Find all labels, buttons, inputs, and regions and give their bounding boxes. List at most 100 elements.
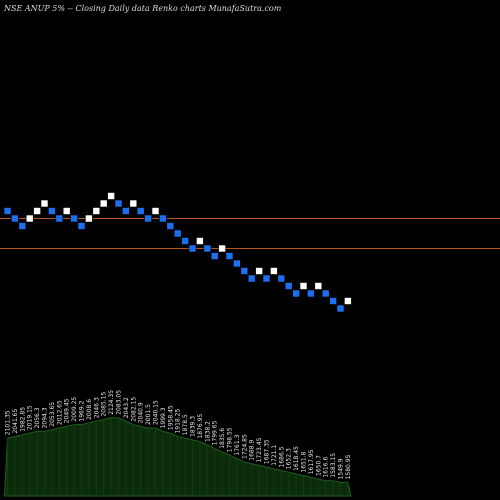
renko-brick-down <box>136 207 145 215</box>
brick-value-label: 2046.3 <box>93 397 100 418</box>
renko-brick-up <box>62 207 71 215</box>
brick-value-label: 2043.2 <box>123 397 130 418</box>
brick-value-label: 1651.8 <box>301 451 308 472</box>
renko-brick-up <box>85 214 93 223</box>
brick-value-label: 1958.45 <box>167 405 174 430</box>
renko-bricks <box>3 192 352 313</box>
renko-brick-down <box>307 289 315 298</box>
brick-value-label: 1650.7 <box>315 455 322 476</box>
brick-value-label: 2049.45 <box>64 398 71 423</box>
renko-brick-down <box>166 222 175 230</box>
renko-brick-down <box>173 229 182 238</box>
renko-brick-down <box>114 199 123 208</box>
renko-brick-up <box>107 192 115 200</box>
brick-value-label: 1798.55 <box>227 427 234 452</box>
brick-value-label: 2094.3 <box>42 407 49 428</box>
brick-value-label: 1721.1 <box>271 445 278 466</box>
renko-brick-up <box>92 207 101 215</box>
renko-brick-down <box>188 244 197 253</box>
renko-brick-down <box>181 237 189 245</box>
brick-value-labels: 2101.35 2041.65 1982.85 2019.15 2056.3 2094.3… <box>5 390 352 480</box>
brick-value-label: 1688.9 <box>249 440 256 461</box>
renko-brick-down <box>77 222 86 230</box>
renko-brick-down <box>336 304 345 313</box>
brick-value-label: 1838.2 <box>204 421 211 442</box>
renko-brick-up <box>151 207 160 215</box>
renko-brick-down <box>144 214 152 223</box>
renko-brick-up <box>270 267 278 275</box>
renko-brick-down <box>233 259 241 268</box>
brick-value-label: 2056.3 <box>34 407 41 428</box>
renko-brick-down <box>225 252 234 260</box>
renko-brick-up <box>255 267 263 275</box>
brick-value-label: 1835.6 <box>219 428 226 449</box>
brick-value-label: 1687.35 <box>264 439 271 464</box>
renko-brick-up <box>40 199 49 208</box>
brick-value-label: 1839.3 <box>190 416 197 437</box>
brick-value-label: 2053.65 <box>49 402 56 427</box>
renko-brick-up <box>196 237 204 245</box>
brick-value-label: 1969.2 <box>79 400 86 421</box>
renko-brick-down <box>321 289 330 298</box>
reference-lines <box>0 218 500 249</box>
renko-brick-down <box>203 244 212 253</box>
chart-header: NSE ANUP 5% -- Closing Daily data Renko … <box>3 4 282 13</box>
renko-brick-up <box>33 207 41 215</box>
brick-value-label: 1583.15 <box>330 453 337 478</box>
renko-brick-down <box>240 267 249 275</box>
brick-value-label: 1616.6 <box>323 457 330 478</box>
brick-value-label: 1799.65 <box>212 420 219 445</box>
renko-brick-up <box>99 199 108 208</box>
renko-brick-down <box>3 207 12 215</box>
renko-brick-down <box>55 214 64 223</box>
renko-brick-down <box>159 214 167 223</box>
brick-value-label: 2085.15 <box>101 392 108 417</box>
brick-value-label: 1617.95 <box>308 449 315 474</box>
brick-value-label: 2040.15 <box>153 400 160 425</box>
renko-brick-down <box>329 297 337 305</box>
brick-value-label: 2041.65 <box>12 409 19 434</box>
renko-brick-down <box>262 274 271 283</box>
brick-value-label: 1878.5 <box>182 414 189 435</box>
renko-brick-down <box>292 289 300 298</box>
renko-brick-down <box>11 214 19 223</box>
renko-brick-down <box>247 274 256 283</box>
brick-value-label: 1580.95 <box>345 454 352 479</box>
brick-value-label: 1918.25 <box>175 409 182 434</box>
renko-brick-down <box>70 214 78 223</box>
renko-brick-up <box>299 282 308 290</box>
brick-value-label: 1686.5 <box>278 446 285 467</box>
renko-brick-up <box>344 297 352 305</box>
brick-value-label: 1999.3 <box>160 407 167 428</box>
brick-value-label: 2083.05 <box>116 390 123 415</box>
renko-brick-down <box>18 222 27 230</box>
brick-value-label: 1549.9 <box>338 458 345 479</box>
brick-value-label: 2012.65 <box>56 400 63 425</box>
brick-value-label: 1618.45 <box>293 446 300 471</box>
renko-brick-up <box>314 282 323 290</box>
brick-value-label: 2009.25 <box>71 397 78 422</box>
brick-value-label: 1876.95 <box>197 414 204 439</box>
renko-brick-up <box>129 199 138 208</box>
renko-brick-down <box>284 282 293 290</box>
brick-value-label: 1723.45 <box>256 437 263 462</box>
renko-brick-down <box>48 207 56 215</box>
brick-value-label: 1652.3 <box>286 448 293 469</box>
brick-value-label: 1982.85 <box>19 407 26 432</box>
brick-value-label: 2019.15 <box>27 405 34 430</box>
renko-brick-up <box>218 244 226 253</box>
renko-brick-down <box>122 207 130 215</box>
renko-brick-up <box>25 214 34 223</box>
brick-value-label: 1761.3 <box>234 434 241 455</box>
brick-value-label: 2124.35 <box>108 390 115 415</box>
brick-value-label: 2008.6 <box>86 399 93 420</box>
brick-value-label: 2040.9 <box>138 402 145 423</box>
volume-area-group <box>3 417 352 497</box>
brick-value-label: 2001.5 <box>145 404 152 425</box>
renko-brick-down <box>277 274 286 283</box>
brick-value-label: 1724.85 <box>241 434 248 459</box>
renko-brick-down <box>210 252 219 260</box>
brick-value-label: 2101.35 <box>5 410 12 435</box>
